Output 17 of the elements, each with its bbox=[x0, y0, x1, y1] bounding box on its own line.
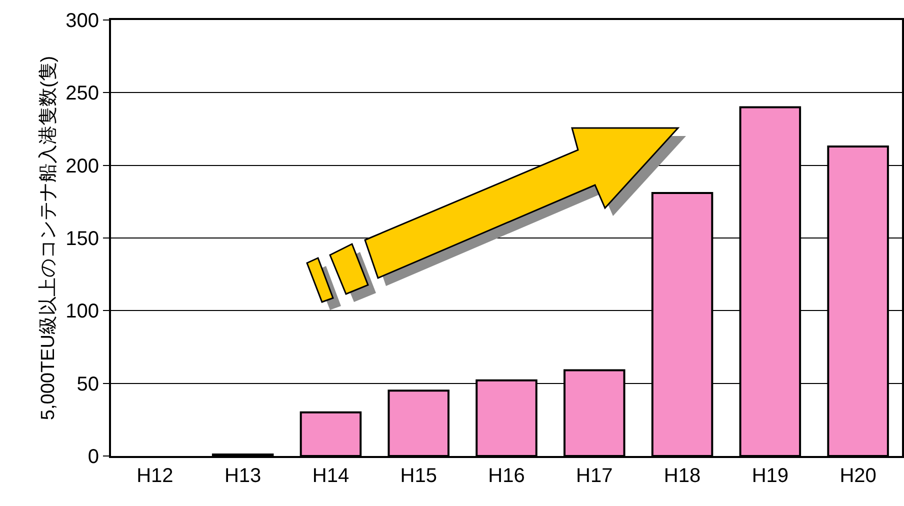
y-tick-label: 0 bbox=[88, 446, 99, 468]
x-tick-label: H16 bbox=[488, 465, 525, 487]
y-tick-label: 250 bbox=[66, 82, 99, 105]
x-tick-label: H13 bbox=[224, 465, 262, 487]
y-axis-title: 5,000TEU級以上のコンテナ船入港隻数(隻) bbox=[38, 56, 59, 420]
y-tick-label: 100 bbox=[66, 300, 99, 323]
y-tick-label: 150 bbox=[66, 228, 99, 250]
x-tick-label: H18 bbox=[664, 465, 701, 487]
y-tick-label: 50 bbox=[76, 373, 99, 396]
x-tick-label: H15 bbox=[400, 465, 437, 487]
x-tick-label: H20 bbox=[840, 465, 876, 487]
x-tick-label: H14 bbox=[312, 465, 350, 487]
y-tick-label: 300 bbox=[66, 10, 99, 32]
x-tick-label: H19 bbox=[752, 465, 789, 487]
y-tick-label: 200 bbox=[66, 155, 99, 178]
x-tick-label: H12 bbox=[136, 465, 174, 487]
x-tick-label: H17 bbox=[576, 465, 613, 487]
